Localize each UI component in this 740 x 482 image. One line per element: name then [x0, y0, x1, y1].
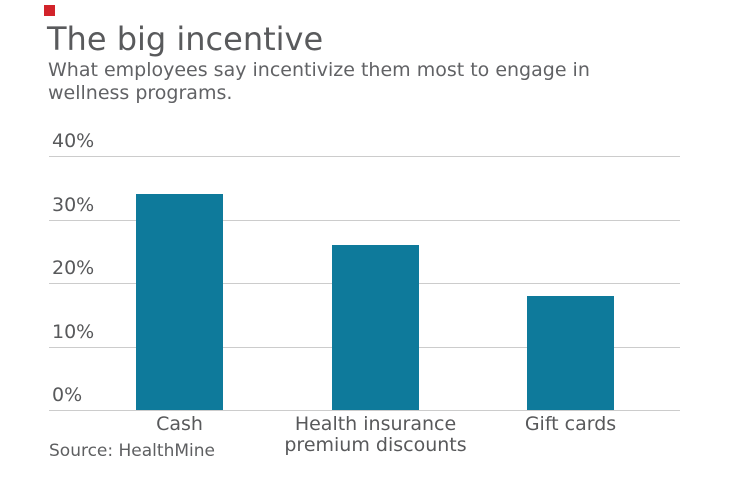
- y-tick-label: 10%: [52, 321, 95, 343]
- y-tick-label: 20%: [52, 257, 95, 279]
- source-attribution: Source: HealthMine: [49, 441, 215, 461]
- bar: [332, 245, 419, 410]
- y-tick-label: 30%: [52, 194, 95, 216]
- plot-area: 40% 30% 20% 10% 0% Cash Health insurance premi…: [49, 130, 680, 456]
- x-axis-label: Cash: [156, 413, 203, 435]
- chart-title: The big incentive: [47, 20, 324, 58]
- gridline: [49, 220, 680, 221]
- y-tick-label: 0%: [52, 384, 83, 406]
- bar: [527, 296, 614, 410]
- brand-mark-icon: [44, 5, 55, 16]
- x-axis-label: Gift cards: [524, 413, 617, 435]
- gridline: [49, 410, 680, 411]
- gridline: [49, 156, 680, 157]
- y-tick-label: 40%: [52, 130, 95, 152]
- bar: [136, 194, 223, 410]
- chart-subtitle: What employees say incentivize them most…: [48, 59, 590, 104]
- x-axis-label: Health insurance premium discounts: [284, 413, 467, 456]
